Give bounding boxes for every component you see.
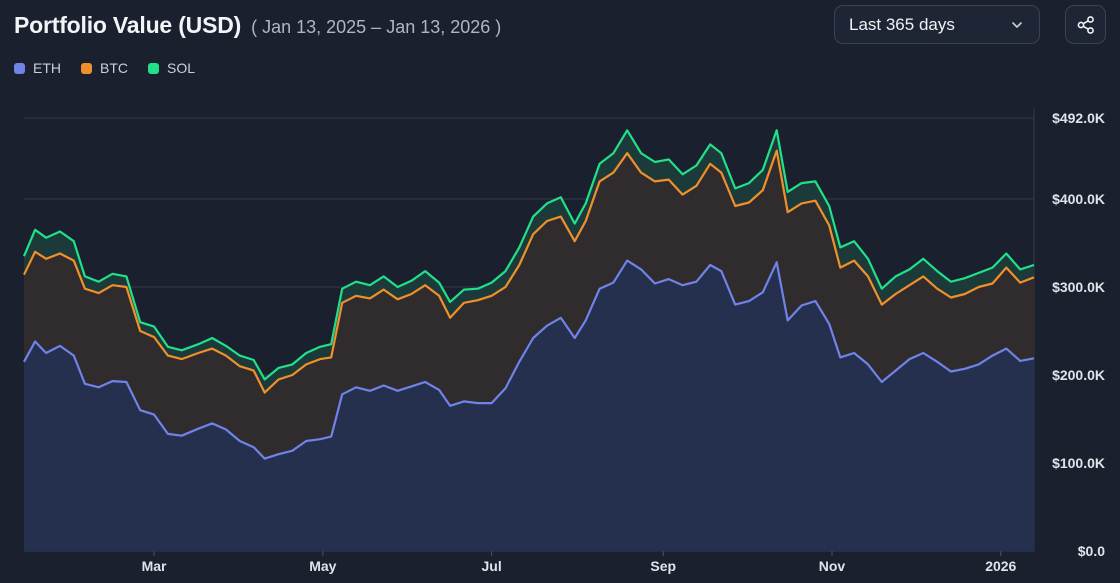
legend-item-sol[interactable]: SOL xyxy=(148,60,195,76)
x-axis-ticks: Mar May Jul Sep Nov 2026 xyxy=(142,551,1017,574)
area-eth xyxy=(24,260,1034,551)
chart-lines xyxy=(22,129,1035,460)
chart-legend: ETH BTC SOL xyxy=(14,60,195,76)
page-title: Portfolio Value (USD) xyxy=(14,12,242,38)
y-tick-label: $300.0K xyxy=(1052,279,1105,295)
legend-item-eth[interactable]: ETH xyxy=(14,60,61,76)
x-tick-label: May xyxy=(309,558,336,574)
y-axis-ticks: $0.0 $100.0K $200.0K $300.0K $400.0K $492.0K xyxy=(1052,110,1105,559)
series-line-eth[interactable] xyxy=(23,259,1035,460)
series-line-sol[interactable] xyxy=(22,129,1035,381)
y-tick-label: $492.0K xyxy=(1052,110,1105,126)
y-tick-label: $0.0 xyxy=(1078,543,1105,559)
time-range-select[interactable]: Last 365 days xyxy=(834,5,1040,44)
chart-areas xyxy=(24,130,1034,551)
x-tick-label: Sep xyxy=(650,558,676,574)
chart-header: Portfolio Value (USD) ( Jan 13, 2025 – J… xyxy=(14,12,501,39)
y-tick-label: $100.0K xyxy=(1052,455,1105,471)
date-range: ( Jan 13, 2025 – Jan 13, 2026 ) xyxy=(251,17,502,37)
y-tick-label: $200.0K xyxy=(1052,367,1105,383)
legend-swatch-sol xyxy=(148,62,159,74)
x-tick-label: 2026 xyxy=(985,558,1016,574)
x-tick-label: Nov xyxy=(819,558,846,574)
time-range-value: Last 365 days xyxy=(849,14,955,34)
series-line-btc[interactable] xyxy=(23,149,1035,394)
chevron-down-icon xyxy=(1012,21,1022,28)
share-icon xyxy=(1077,15,1094,34)
x-tick-label: Jul xyxy=(482,558,502,574)
y-tick-label: $400.0K xyxy=(1052,191,1105,207)
legend-label-btc: BTC xyxy=(100,60,128,76)
legend-item-btc[interactable]: BTC xyxy=(81,60,128,76)
share-button[interactable] xyxy=(1065,5,1106,44)
legend-label-eth: ETH xyxy=(33,60,61,76)
x-tick-label: Mar xyxy=(142,558,167,574)
legend-swatch-btc xyxy=(81,62,92,74)
legend-label-sol: SOL xyxy=(167,60,196,76)
legend-swatch-eth xyxy=(14,62,25,74)
